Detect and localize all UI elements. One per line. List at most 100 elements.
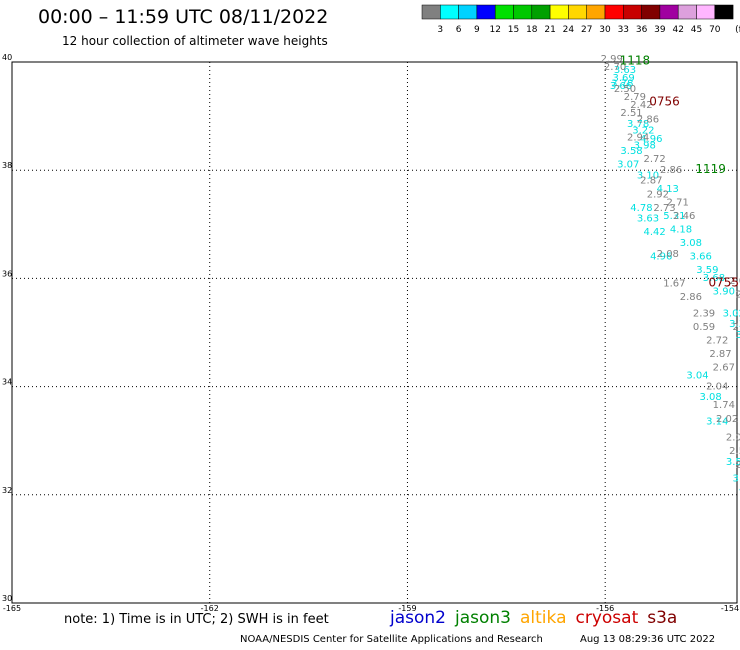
plot-frame xyxy=(11,61,738,604)
wave-height-point: 4.78 xyxy=(630,203,652,214)
colorbar-swatch xyxy=(494,4,514,20)
x-tick-label: -154 xyxy=(721,604,739,613)
wave-height-point: 3.10 xyxy=(637,170,659,181)
wave-height-point: 2.73 xyxy=(653,203,675,214)
pass-time-label: 1119 xyxy=(695,162,726,176)
colorbar-swatch xyxy=(568,4,587,20)
x-tick-label: -162 xyxy=(201,604,219,613)
satellite-legend-item: jason2 xyxy=(390,608,446,628)
colorbar-label: 33 xyxy=(618,25,629,35)
x-tick-label: -156 xyxy=(596,604,614,613)
grid-lines xyxy=(12,62,737,603)
wave-height-point: 3.57 xyxy=(726,457,740,468)
wave-height-point: 2.87 xyxy=(640,176,662,187)
wave-height-point: 4.42 xyxy=(643,227,665,238)
data-points: 3.633.693.783.663.783.224.963.983.583.07… xyxy=(601,54,740,495)
colorbar-swatch xyxy=(714,4,734,20)
x-tick-label: -159 xyxy=(398,604,416,613)
wave-height-point: 3.66 xyxy=(690,251,712,262)
colorbar-swatch xyxy=(513,4,533,20)
footer-credit: NOAA/NESDIS Center for Satellite Applica… xyxy=(240,634,543,645)
wave-height-point: 3.63 xyxy=(637,214,659,225)
colorbar-label: 18 xyxy=(526,25,538,35)
wave-height-point: 3.22 xyxy=(632,125,654,136)
wave-height-point: 2.72 xyxy=(643,154,665,165)
colorbar-swatch xyxy=(604,4,624,20)
wave-height-point: 1.74 xyxy=(713,400,735,411)
colorbar-swatch xyxy=(623,4,642,20)
wave-height-point: 3.30 xyxy=(736,330,740,341)
colorbar-swatch xyxy=(531,4,551,20)
colorbar-label: 6 xyxy=(456,25,462,35)
wave-height-point: 4.18 xyxy=(670,224,692,235)
wave-height-point: 3.59 xyxy=(696,265,718,276)
wave-height-point: 4.96 xyxy=(650,251,672,262)
colorbar-unit: (ft) xyxy=(735,25,740,35)
satellite-legend-item: altika xyxy=(520,608,567,628)
y-tick-label: 30 xyxy=(2,594,12,603)
colorbar-label: 36 xyxy=(636,25,648,35)
wave-height-point: 4.96 xyxy=(640,134,662,145)
pass-time-label: 1118 xyxy=(620,54,651,68)
wave-height-point: 3.30 xyxy=(732,473,740,484)
colorbar-label: 27 xyxy=(581,25,592,35)
wave-height-point: 2.50 xyxy=(729,446,740,457)
wave-height-point: 2.94 xyxy=(627,132,649,143)
footer-note: note: 1) Time is in UTC; 2) SWH is in fe… xyxy=(64,612,329,627)
wave-height-point: 3.68 xyxy=(703,273,725,284)
colorbar-label: 30 xyxy=(599,25,611,35)
colorbar-swatch xyxy=(659,4,679,20)
wave-height-point: 2.87 xyxy=(709,349,731,360)
wave-height-point: 3.63 xyxy=(614,65,636,76)
colorbar-label: 24 xyxy=(563,25,575,35)
wave-height-point: 2.46 xyxy=(673,211,695,222)
wave-height-point: 2.00 xyxy=(729,276,740,287)
wave-height-point: 2.86 xyxy=(680,292,702,303)
wave-height-point: 2.64 xyxy=(736,460,740,471)
colorbar-swatch xyxy=(476,4,496,20)
colorbar-swatch xyxy=(696,4,716,20)
colorbar-swatch xyxy=(458,4,478,20)
wave-height-point: 2.79 xyxy=(624,92,646,103)
wave-height-point: 3.78 xyxy=(627,119,649,130)
wave-height-point: 2.51 xyxy=(620,108,642,119)
colorbar-label: 12 xyxy=(489,25,500,35)
colorbar-swatch xyxy=(677,4,697,20)
wave-height-point: 2.92 xyxy=(647,189,669,200)
wave-height-point: 3.08 xyxy=(680,238,702,249)
wave-height-point: 2.72 xyxy=(706,335,728,346)
wave-height-point: 2.08 xyxy=(657,249,679,260)
wave-height-point: 2.42 xyxy=(630,100,652,111)
colorbar-label: 15 xyxy=(508,25,519,35)
wave-height-point: 2.04 xyxy=(706,381,728,392)
wave-height-point: 3.58 xyxy=(620,146,642,157)
colorbar-label: 70 xyxy=(709,25,721,35)
wave-height-point: 2.50 xyxy=(614,84,636,95)
colorbar-label: 45 xyxy=(691,25,702,35)
y-tick-label: 38 xyxy=(2,161,12,170)
wave-height-point: 4.13 xyxy=(657,184,679,195)
footer-timestamp: Aug 13 08:29:36 UTC 2022 xyxy=(580,634,716,645)
colorbar-label: 39 xyxy=(654,25,666,35)
colorbar-swatch xyxy=(549,4,569,20)
wave-height-point: 2.86 xyxy=(660,165,682,176)
pass-time-labels: 11180756111907551120075411210753 xyxy=(620,54,740,290)
page-subtitle: 12 hour collection of altimeter wave hei… xyxy=(62,34,328,48)
colorbar-swatch xyxy=(641,4,661,20)
wave-height-point: 2.70 xyxy=(604,62,626,73)
page-title: 00:00 – 11:59 UTC 08/11/2022 xyxy=(38,6,329,28)
wave-height-point: 2.86 xyxy=(637,115,659,126)
wave-height-point: 3.04 xyxy=(686,370,708,381)
satellite-legend-item: s3a xyxy=(647,608,678,628)
colorbar-label: 9 xyxy=(474,25,480,35)
wave-height-point: 2.02 xyxy=(716,414,738,425)
wave-height-point: 2.85 xyxy=(736,289,740,300)
colorbar-swatch xyxy=(421,4,441,20)
wave-height-point: 3.78 xyxy=(611,78,633,89)
x-tick-label: -165 xyxy=(3,604,21,613)
wave-height-point: 2.71 xyxy=(667,197,689,208)
wave-height-point: 3.69 xyxy=(613,73,635,84)
colorbar-swatch xyxy=(440,4,459,20)
